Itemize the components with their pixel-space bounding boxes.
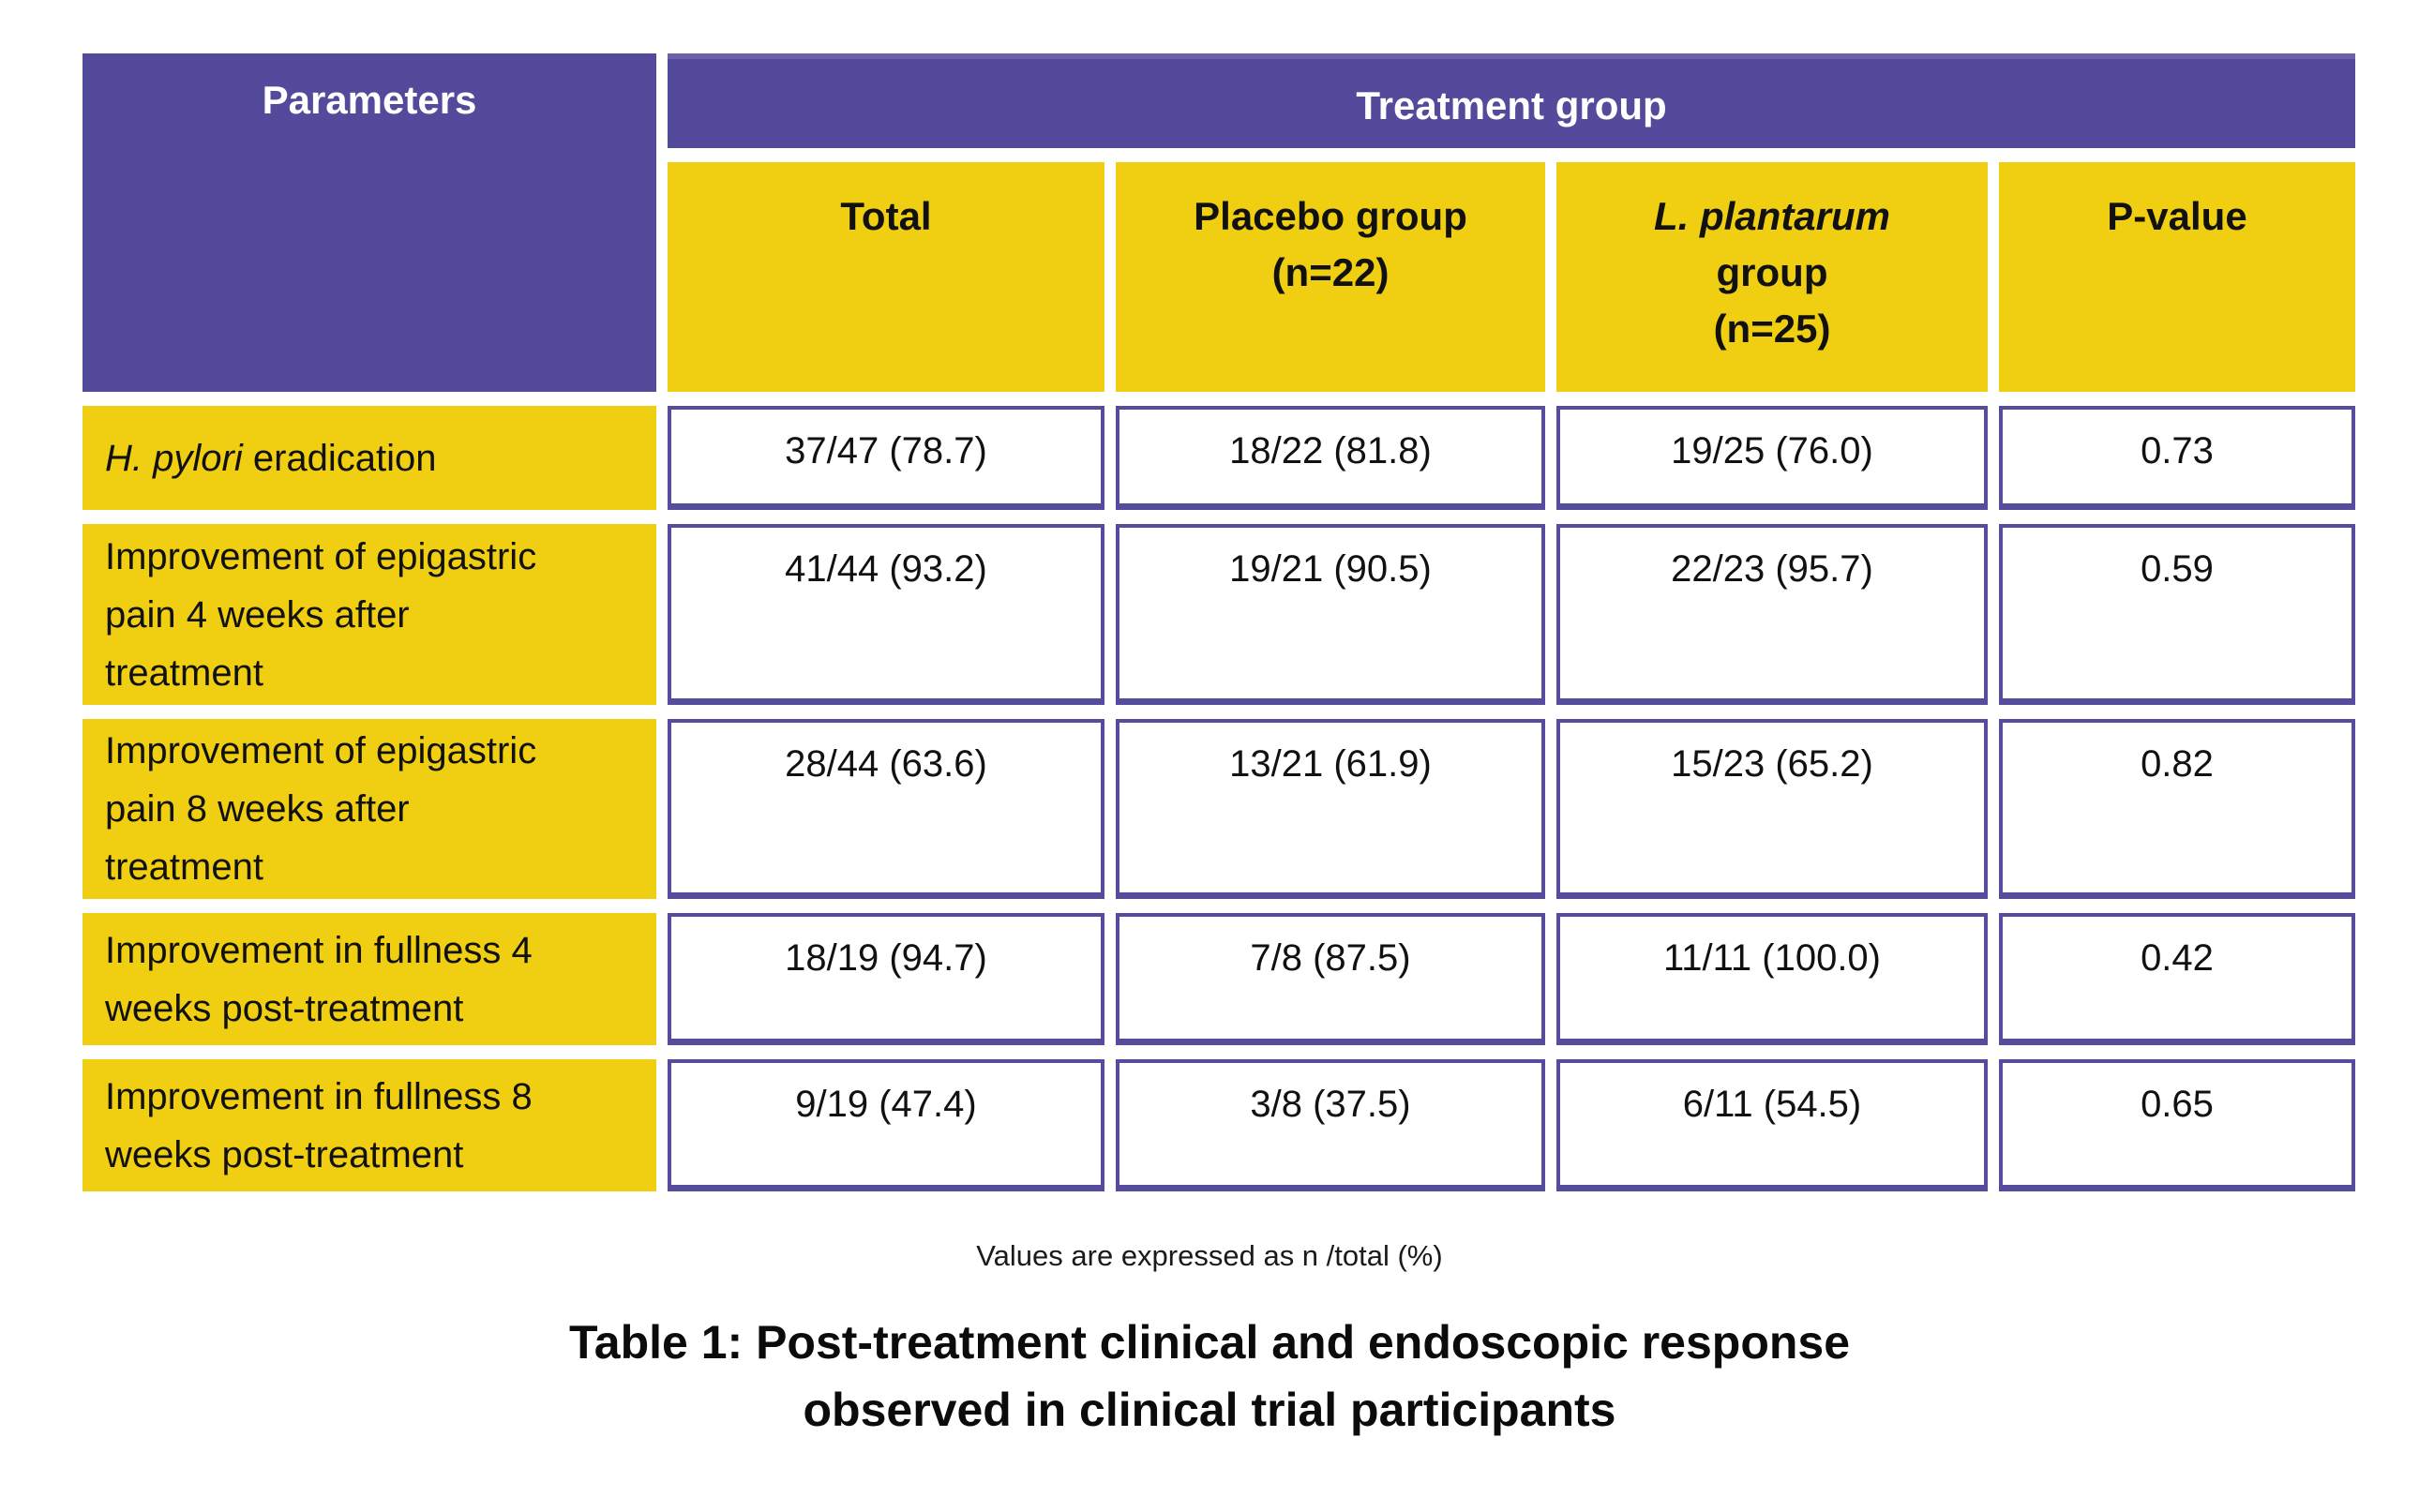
cell-row3-placebo: 13/21 (61.9) [1116, 719, 1545, 899]
column-header-plantarum-subtitle: (n=25) [1713, 307, 1831, 351]
column-header-total: Total [668, 162, 1104, 392]
column-header-plantarum-title: group [1716, 250, 1828, 294]
cell-row4-total: 18/19 (94.7) [668, 913, 1104, 1045]
table-caption: Table 1: Post-treatment clinical and end… [0, 1309, 2419, 1444]
cell-row1-placebo: 18/22 (81.8) [1116, 406, 1545, 510]
cell-row1-pvalue: 0.73 [1999, 406, 2355, 510]
row-label-fullness-4wk: Improvement in fullness 4 weeks post-tre… [83, 913, 656, 1045]
row-label-hpylori-eradication: H. pylori eradication [83, 406, 656, 510]
cell-row5-placebo: 3/8 (37.5) [1116, 1059, 1545, 1191]
treatment-group-header-label: Treatment group [1356, 83, 1667, 127]
table-caption-line1: Table 1: Post-treatment clinical and end… [568, 1316, 1851, 1369]
cell-row5-pvalue: 0.65 [1999, 1059, 2355, 1191]
cell-row3-pvalue: 0.82 [1999, 719, 2355, 899]
column-header-total-title: Total [840, 194, 932, 238]
cell-row2-total: 41/44 (93.2) [668, 524, 1104, 705]
table-caption-line2: observed in clinical trial participants [803, 1384, 1616, 1436]
row-label-text: Improvement in fullness 4 weeks post-tre… [105, 929, 533, 1029]
cell-row5-plantarum: 6/11 (54.5) [1556, 1059, 1988, 1191]
cell-row4-placebo: 7/8 (87.5) [1116, 913, 1545, 1045]
cell-row2-plantarum: 22/23 (95.7) [1556, 524, 1988, 705]
row-label-text: Improvement of epigastric pain 4 weeks a… [105, 535, 537, 694]
row-label-text: H. pylori eradication [105, 437, 437, 479]
cell-row1-total: 37/47 (78.7) [668, 406, 1104, 510]
table-footnote: Values are expressed as n /total (%) [976, 1239, 1443, 1272]
cell-row2-pvalue: 0.59 [1999, 524, 2355, 705]
row-label-epigastric-pain-4wk: Improvement of epigastric pain 4 weeks a… [83, 524, 656, 705]
cell-row5-total: 9/19 (47.4) [668, 1059, 1104, 1191]
row-label-fullness-8wk: Improvement in fullness 8 weeks post-tre… [83, 1059, 656, 1191]
cell-row3-total: 28/44 (63.6) [668, 719, 1104, 899]
column-header-placebo-title: Placebo group [1194, 194, 1467, 238]
column-header-plantarum: L. plantarum group (n=25) [1556, 162, 1988, 392]
column-header-plantarum-species: L. plantarum [1653, 194, 1891, 238]
cell-row3-plantarum: 15/23 (65.2) [1556, 719, 1988, 899]
clinical-results-table: Parameters Treatment group Total Placebo… [83, 53, 2355, 1191]
row-label-text: Improvement of epigastric pain 8 weeks a… [105, 730, 537, 888]
cell-row4-plantarum: 11/11 (100.0) [1556, 913, 1988, 1045]
column-header-placebo: Placebo group (n=22) [1116, 162, 1545, 392]
column-header-placebo-subtitle: (n=22) [1271, 250, 1390, 294]
treatment-group-header-cell: Treatment group [668, 53, 2355, 148]
parameters-header-label: Parameters [262, 78, 477, 122]
column-header-pvalue-title: P-value [2107, 194, 2247, 238]
parameters-header-cell: Parameters [83, 53, 656, 392]
cell-row1-plantarum: 19/25 (76.0) [1556, 406, 1988, 510]
row-label-text: Improvement in fullness 8 weeks post-tre… [105, 1075, 533, 1175]
cell-row2-placebo: 19/21 (90.5) [1116, 524, 1545, 705]
row-label-epigastric-pain-8wk: Improvement of epigastric pain 8 weeks a… [83, 719, 656, 899]
cell-row4-pvalue: 0.42 [1999, 913, 2355, 1045]
column-header-pvalue: P-value [1999, 162, 2355, 392]
